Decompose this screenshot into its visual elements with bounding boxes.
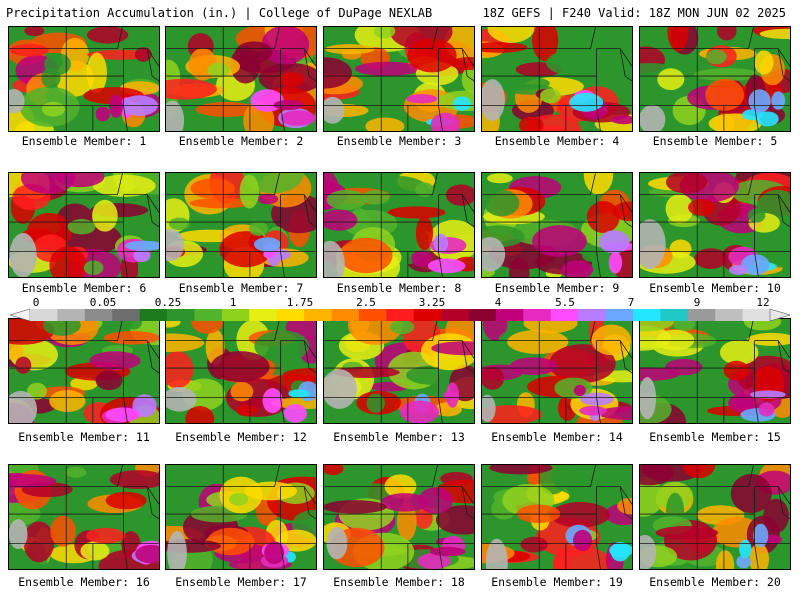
colorbar-swatch [57, 309, 86, 321]
ensemble-panel-map [639, 318, 791, 424]
header: Precipitation Accumulation (in.) | Colle… [0, 0, 800, 24]
ensemble-panel-map [165, 464, 317, 570]
ensemble-panel-map [323, 172, 475, 278]
colorbar-swatch [523, 309, 552, 321]
colorbar-swatch [687, 309, 716, 321]
ensemble-member-label: Ensemble Member: 17 [175, 575, 307, 589]
colorbar-tick-label: 1 [229, 296, 237, 309]
valid-time: 18Z GEFS | F240 Valid: 18Z MON JUN 02 20… [482, 6, 786, 20]
ensemble-panel-map [165, 172, 317, 278]
ensemble-member-label: Ensemble Member: 10 [649, 281, 781, 295]
colorbar-tick-label: 9 [693, 296, 701, 309]
ensemble-member-label: Ensemble Member: 14 [491, 430, 623, 444]
colorbar-swatch [331, 309, 360, 321]
ensemble-member-label: Ensemble Member: 20 [649, 575, 781, 589]
colorbar-swatch [276, 309, 305, 321]
ensemble-panel-map [323, 26, 475, 132]
colorbar-swatch [221, 309, 250, 321]
ensemble-panel-map [481, 464, 633, 570]
colorbar-tick-label: 7 [627, 296, 635, 309]
colorbar-tick-label: 0.05 [89, 296, 117, 309]
colorbar-swatch [413, 309, 442, 321]
colorbar-swatch [194, 309, 223, 321]
ensemble-panel-map [323, 464, 475, 570]
colorbar-swatch [495, 309, 524, 321]
colorbar-tick-label: 3.25 [418, 296, 446, 309]
ensemble-panel-map [323, 318, 475, 424]
colorbar-swatch [441, 309, 469, 321]
ensemble-member-label: Ensemble Member: 3 [336, 134, 462, 148]
ensemble-panel-map [165, 26, 317, 132]
map-title: Precipitation Accumulation (in.) | Colle… [6, 6, 433, 20]
ensemble-member-label: Ensemble Member: 2 [178, 134, 304, 148]
colorbar-swatch [605, 309, 634, 321]
ensemble-panel-map [165, 318, 317, 424]
ensemble-member-label: Ensemble Member: 19 [491, 575, 623, 589]
colorbar [10, 308, 790, 322]
colorbar-tick-label: 5.5 [555, 296, 575, 309]
ensemble-member-label: Ensemble Member: 11 [18, 430, 150, 444]
colorbar-tick-label: 2.5 [356, 296, 376, 309]
colorbar-arrow-left [10, 308, 31, 322]
ensemble-member-label: Ensemble Member: 12 [175, 430, 307, 444]
colorbar-swatch [578, 309, 606, 321]
colorbar-swatch [386, 309, 415, 321]
ensemble-panel-map [8, 464, 160, 570]
colorbar-labels: 0 0.05 0.25 1 1.75 2.5 3.25 4 5.5 7 9 12 [0, 296, 800, 309]
colorbar-swatch [30, 309, 58, 321]
ensemble-member-label: Ensemble Member: 9 [494, 281, 620, 295]
ensemble-member-label: Ensemble Member: 4 [494, 134, 620, 148]
colorbar-swatch [715, 309, 743, 321]
colorbar-swatch [167, 309, 195, 321]
ensemble-member-label: Ensemble Member: 18 [333, 575, 465, 589]
colorbar-tick-label: 1.75 [286, 296, 314, 309]
colorbar-swatch [632, 309, 661, 321]
ensemble-panel-map [8, 172, 160, 278]
ensemble-panel-map [481, 318, 633, 424]
ensemble-panel-map [639, 26, 791, 132]
ensemble-member-label: Ensemble Member: 1 [21, 134, 147, 148]
ensemble-member-label: Ensemble Member: 8 [336, 281, 462, 295]
colorbar-swatch [468, 309, 497, 321]
colorbar-swatch [742, 309, 771, 321]
colorbar-tick-label: 12 [756, 296, 770, 309]
colorbar-swatch [358, 309, 387, 321]
ensemble-panel-map [481, 26, 633, 132]
colorbar-tick-label: 0 [32, 296, 40, 309]
ensemble-member-label: Ensemble Member: 7 [178, 281, 304, 295]
colorbar-swatch [304, 309, 332, 321]
ensemble-member-label: Ensemble Member: 6 [21, 281, 147, 295]
ensemble-panel-map [8, 318, 160, 424]
ensemble-member-label: Ensemble Member: 5 [652, 134, 778, 148]
colorbar-swatch [660, 309, 689, 321]
ensemble-member-label: Ensemble Member: 15 [649, 430, 781, 444]
ensemble-panel-map [8, 26, 160, 132]
colorbar-swatch [550, 309, 579, 321]
colorbar-swatch [84, 309, 113, 321]
colorbar-arrow-right [769, 308, 790, 322]
ensemble-member-label: Ensemble Member: 16 [18, 575, 150, 589]
colorbar-tick-label: 4 [494, 296, 502, 309]
colorbar-swatch [112, 309, 140, 321]
ensemble-panel-map [639, 464, 791, 570]
colorbar-tick-label: 0.25 [154, 296, 182, 309]
colorbar-swatch [139, 309, 168, 321]
ensemble-panel-map [481, 172, 633, 278]
colorbar-swatch [249, 309, 277, 321]
ensemble-panel-map [639, 172, 791, 278]
ensemble-member-label: Ensemble Member: 13 [333, 430, 465, 444]
